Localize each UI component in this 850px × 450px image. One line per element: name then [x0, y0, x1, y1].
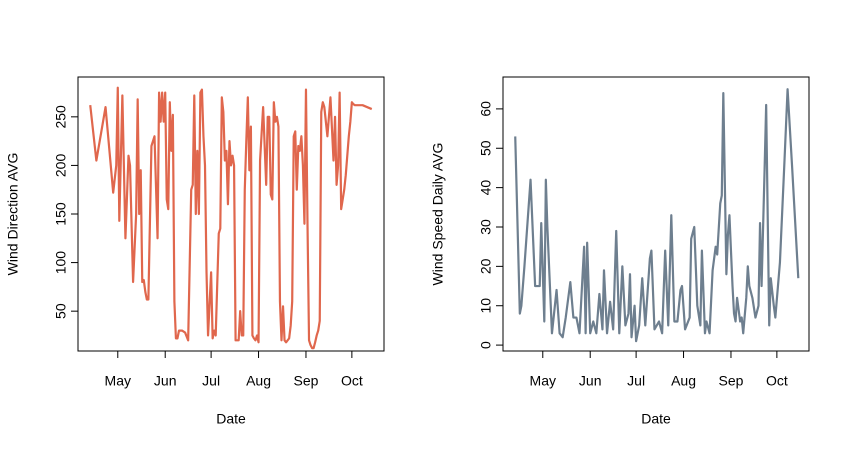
- x-axis-title: Date: [216, 411, 246, 427]
- x-tick-label: Aug: [671, 373, 696, 389]
- data-line: [514, 88, 800, 343]
- x-tick-label: Aug: [246, 373, 271, 389]
- x-tick-label: May: [530, 373, 556, 389]
- y-tick-label: 50: [478, 140, 494, 156]
- y-tick-label: 10: [478, 298, 494, 314]
- chart-panel: May Jun Jul Aug Sep Oct 0 10 20 30 40 50 60 Date Wind …: [430, 76, 810, 427]
- x-tick-label: Jun: [579, 373, 602, 389]
- y-tick-label: 30: [478, 219, 494, 235]
- y-axis-title: Wind Direction AVG: [5, 153, 21, 276]
- data-line: [89, 86, 373, 350]
- y-tick-label: 250: [53, 105, 69, 129]
- y-axis-title: Wind Speed Daily AVG: [430, 143, 446, 286]
- x-tick-label: Jul: [627, 373, 645, 389]
- y-tick-label: 100: [53, 251, 69, 275]
- x-tick-label: Oct: [341, 373, 363, 389]
- y-tick-label: 200: [53, 154, 69, 178]
- y-tick-label: 20: [478, 258, 494, 274]
- y-tick-label: 0: [478, 341, 494, 349]
- x-tick-label: May: [105, 373, 131, 389]
- y-tick-label: 50: [53, 303, 69, 319]
- x-tick-label: Oct: [766, 373, 788, 389]
- x-tick-label: Jun: [154, 373, 177, 389]
- chart-panel: May Jun Jul Aug Sep Oct 50 100 150 200 250 Date Wind…: [5, 76, 385, 427]
- x-tick-label: Jul: [202, 373, 220, 389]
- x-tick-label: Sep: [719, 373, 744, 389]
- y-tick-label: 60: [478, 101, 494, 117]
- x-tick-label: Sep: [294, 373, 319, 389]
- x-axis-title: Date: [641, 411, 671, 427]
- plot-box: [502, 76, 810, 352]
- y-tick-label: 40: [478, 180, 494, 196]
- y-tick-label: 150: [53, 202, 69, 226]
